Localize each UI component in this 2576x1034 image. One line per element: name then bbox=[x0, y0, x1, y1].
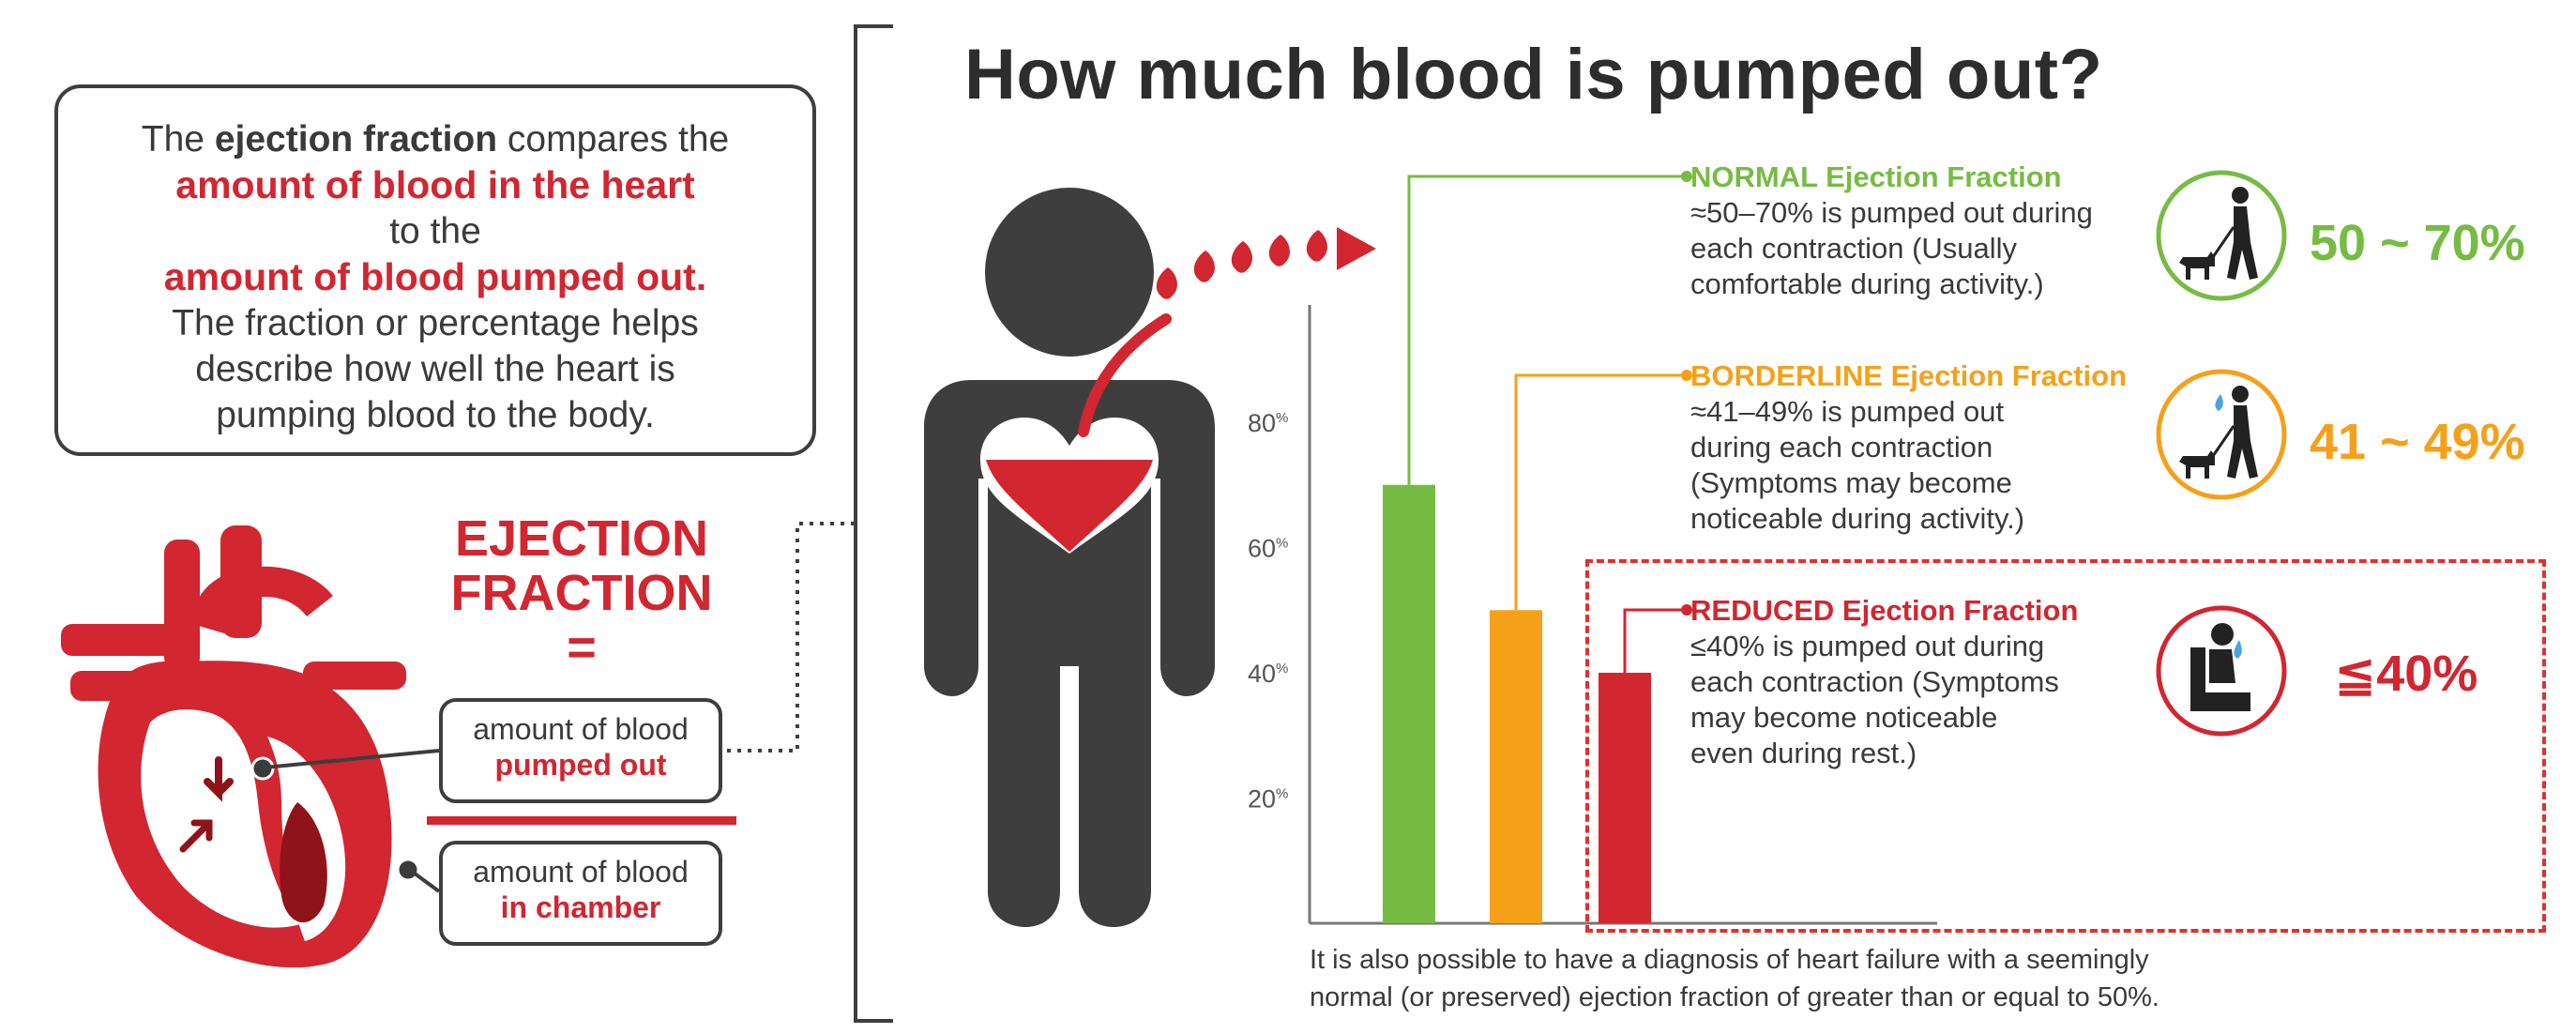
definition-text: The bbox=[141, 119, 215, 160]
category-line: comfortable during activity.) bbox=[1690, 267, 2044, 300]
definition-line-5: The fraction or percentage helps bbox=[172, 303, 699, 343]
category-line: ≈50–70% is pumped out during bbox=[1690, 196, 2093, 229]
bar-normal bbox=[1383, 484, 1435, 923]
definition-line-2: amount of blood in the heart bbox=[175, 163, 695, 206]
page-title: How much blood is pumped out? bbox=[964, 35, 2103, 114]
denominator-highlight: in chamber bbox=[500, 890, 661, 924]
definition-line-7: pumping blood to the body. bbox=[216, 395, 655, 435]
numerator-box: amount of blood pumped out bbox=[439, 698, 722, 803]
y-tick-label: 20% bbox=[1248, 785, 1288, 814]
equals-sign: = bbox=[567, 619, 597, 676]
leader-line bbox=[1514, 373, 1687, 611]
category-borderline: BORDERLINE Ejection Fraction ≈41–49% is … bbox=[1690, 358, 2159, 537]
leader-line bbox=[1407, 175, 1687, 485]
reduced-highlight-box bbox=[1585, 559, 2546, 933]
numerator-text: amount of blood bbox=[473, 712, 689, 746]
category-line: ≈41–49% is pumped out bbox=[1690, 395, 2005, 428]
definition-line-4: amount of blood pumped out. bbox=[163, 255, 707, 298]
definition-line-6: describe how well the heart is bbox=[195, 349, 675, 389]
category-line: each contraction (Usually bbox=[1690, 232, 2018, 265]
walking-dog-icon bbox=[2156, 170, 2287, 301]
leader-dot bbox=[1681, 171, 1692, 182]
formula-title-line-2: FRACTION bbox=[450, 565, 713, 621]
category-line: noticeable during activity.) bbox=[1690, 502, 2025, 535]
category-line: even during rest.) bbox=[1690, 737, 1917, 769]
y-tick-label: 60% bbox=[1248, 535, 1288, 563]
definition-text: compares the bbox=[497, 119, 730, 160]
seated-person-icon bbox=[2156, 605, 2287, 737]
sweating-walker-icon bbox=[2156, 369, 2287, 500]
definition-line-3: to the bbox=[389, 211, 481, 251]
y-tick-label: 80% bbox=[1248, 409, 1288, 437]
category-line: each contraction (Symptoms bbox=[1690, 665, 2059, 698]
range-reduced: ≦40% bbox=[2334, 646, 2478, 702]
footnote-line-1: It is also possible to have a diagnosis … bbox=[1310, 945, 2149, 975]
category-heading: BORDERLINE Ejection Fraction bbox=[1690, 359, 2128, 392]
category-heading: NORMAL Ejection Fraction bbox=[1690, 160, 2062, 193]
footnote-line-2: normal (or preserved) ejection fraction … bbox=[1310, 982, 2159, 1012]
definition-keyword: ejection fraction bbox=[214, 119, 498, 160]
definition-box: The ejection fraction compares the amoun… bbox=[54, 84, 816, 456]
numerator-highlight: pumped out bbox=[494, 748, 667, 782]
bar-borderline bbox=[1490, 610, 1542, 923]
denominator-box: amount of blood in chamber bbox=[439, 841, 722, 946]
leader-dot bbox=[1681, 604, 1692, 616]
fraction-bar bbox=[427, 816, 736, 825]
y-tick-label: 40% bbox=[1248, 660, 1288, 688]
denominator-text: amount of blood bbox=[473, 855, 689, 889]
person-heart-icon bbox=[924, 188, 1376, 927]
category-line: ≤40% is pumped out during bbox=[1690, 630, 2045, 662]
leader-line bbox=[1623, 608, 1687, 673]
ejection-fraction-title: EJECTION FRACTION = bbox=[422, 511, 741, 675]
category-normal: NORMAL Ejection Fraction ≈50–70% is pump… bbox=[1690, 160, 2159, 302]
range-borderline: 41 ~ 49% bbox=[2310, 414, 2525, 470]
definition-line-1: The ejection fraction compares the bbox=[58, 116, 812, 162]
range-normal: 50 ~ 70% bbox=[2310, 215, 2525, 271]
category-line: may become noticeable bbox=[1690, 701, 1998, 734]
bar-reduced bbox=[1599, 673, 1651, 923]
category-line: during each contraction bbox=[1690, 431, 1993, 464]
category-line: (Symptoms may become bbox=[1690, 466, 2012, 499]
category-reduced: REDUCED Ejection Fraction ≤40% is pumped… bbox=[1690, 593, 2159, 771]
leader-dot bbox=[1681, 370, 1692, 381]
footnote: It is also possible to have a diagnosis … bbox=[1310, 941, 2159, 1016]
ejection-fraction-chart: 20% 40% 60% 80% bbox=[1248, 171, 1937, 925]
category-heading: REDUCED Ejection Fraction bbox=[1690, 594, 2079, 627]
heart-anatomy-icon bbox=[61, 525, 420, 968]
formula-title-line-1: EJECTION bbox=[454, 510, 709, 567]
